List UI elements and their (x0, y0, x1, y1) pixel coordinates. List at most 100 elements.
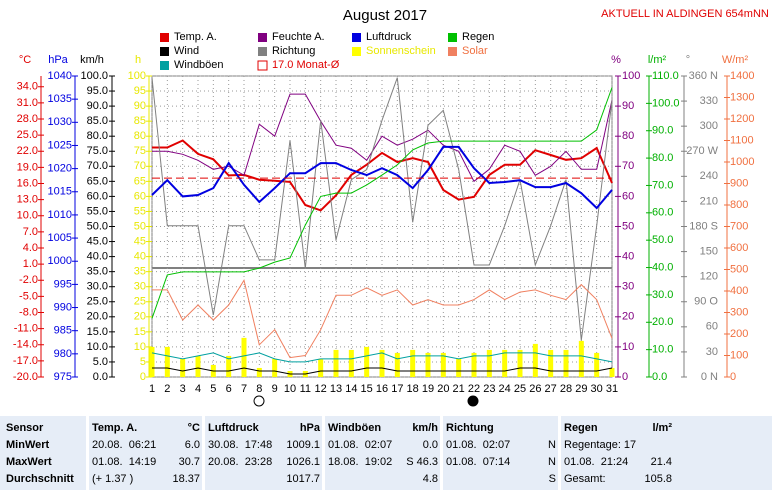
y-tick-label: 60 (134, 190, 146, 202)
cell-text: 6.0 (184, 439, 200, 451)
x-tick-label: 8 (256, 383, 262, 395)
cell-text: 01.08. 14:19 (92, 456, 157, 468)
sunshine-bar (149, 346, 155, 377)
y-tick-label: 60.0 (652, 207, 673, 219)
x-tick-label: 29 (575, 383, 587, 395)
y-tick-label: 1015 (48, 186, 72, 198)
y-tick-label: 1005 (48, 232, 72, 244)
series-line (151, 77, 613, 341)
legend-label: Solar (462, 45, 488, 57)
y-tick-label: 900 (730, 177, 748, 189)
cell-text: 30.7 (178, 456, 200, 468)
y-tick-label: 990 (54, 301, 72, 313)
y-tick-label: 65 (134, 175, 146, 187)
legend-label: Richtung (272, 45, 315, 57)
y-tick-label: 0 N (701, 371, 718, 383)
x-tick-label: 11 (300, 383, 311, 395)
y-tick-label: 45 (134, 235, 146, 247)
series-line (152, 367, 613, 375)
y-tick-label: 100 (730, 349, 748, 361)
legend-swatch (160, 33, 169, 42)
y-tick-label: 10.0 (87, 341, 108, 353)
y-tick-label: 20 (622, 311, 634, 323)
y-tick-label: 0.0 (93, 371, 108, 383)
y-tick-label: 100.0 (80, 70, 108, 82)
legend-label: Temp. A. (174, 31, 217, 43)
x-tick-label: 28 (560, 383, 572, 395)
y-tick-label: 60 (706, 321, 718, 333)
sunshine-bar (164, 346, 170, 377)
y-tick-label: 700 (730, 220, 748, 232)
y-tick-label: 1300 (730, 91, 754, 103)
y-tick-label: 25.0 (17, 129, 38, 141)
y-tick-label: 80 (622, 130, 634, 142)
y-tick-label: 30 (622, 281, 634, 293)
legend-swatch (448, 47, 457, 56)
y-tick-label: 4.0 (23, 242, 38, 254)
y-tick-label: 980 (54, 348, 72, 360)
sunshine-bar (471, 352, 477, 377)
x-tick-label: 30 (591, 383, 603, 395)
y-tick-label: 95 (134, 85, 146, 97)
cell-text: 4.8 (422, 473, 438, 485)
x-tick-label: 4 (195, 383, 201, 395)
legend-swatch (257, 60, 268, 71)
cell-text: 1009.1 (286, 439, 320, 451)
cell-text: 21.4 (650, 456, 672, 468)
x-tick-label: 13 (330, 383, 342, 395)
y-tick-label: 28.0 (17, 113, 38, 125)
y-tick-label: 360 N (689, 70, 718, 82)
y-tick-label: 60.0 (87, 190, 108, 202)
sunshine-bar (272, 358, 278, 377)
y-tick-label: 40 (622, 251, 634, 263)
y-tick-label: -11.0 (14, 323, 38, 335)
y-tick-label: 80 (134, 130, 146, 142)
cell-text: 105.8 (644, 473, 672, 485)
y-tick-label: 50 (134, 220, 146, 232)
y-tick-label: 75 (134, 145, 146, 157)
y-tick-label: 600 (730, 242, 748, 254)
x-tick-label: 1 (149, 383, 155, 395)
sunshine-bar (594, 352, 600, 377)
column-separator (558, 416, 561, 490)
table-cell: 1017.7 (206, 472, 322, 487)
cell-text: 20.08. 06:21 (92, 439, 157, 451)
y-tick-label: -5.0 (19, 290, 38, 302)
y-tick-label: 1010 (48, 209, 72, 221)
y-tick-label: 210 (700, 195, 718, 207)
table-cell: 01.08. 21:24 21.4 (562, 455, 674, 470)
y-tick-label: 90 (622, 100, 634, 112)
axis-title: °C (19, 54, 31, 66)
y-tick-label: 120 (700, 271, 718, 283)
x-tick-label: 27 (545, 383, 557, 395)
legend-swatch (258, 33, 267, 42)
y-tick-label: 180 S (689, 220, 718, 232)
table-cell: 4.8 (326, 472, 440, 487)
x-tick-label: 24 (499, 383, 511, 395)
table-cell: Temp. A. °C (90, 421, 202, 436)
sunshine-bar (425, 352, 431, 377)
axis-title: W/m² (722, 54, 749, 66)
legend-label: Feuchte A. (272, 31, 325, 43)
sunshine-bar (318, 358, 324, 377)
chart: August 2017 AKTUELL IN ALDINGEN 654mNN °… (12, 6, 769, 407)
y-tick-label: 65.0 (87, 175, 108, 187)
y-tick-label: 240 (700, 170, 718, 182)
column-separator (440, 416, 443, 490)
y-tick-label: 25 (134, 296, 146, 308)
legend-label: Luftdruck (366, 31, 412, 43)
y-tick-label: 19.0 (17, 161, 38, 173)
y-tick-label: 55 (134, 205, 146, 217)
cell-text: 01.08. 02:07 (446, 439, 511, 451)
sunshine-bar (410, 349, 416, 377)
y-tick-label: 1.0 (23, 258, 38, 270)
y-tick-label: 270 W (686, 145, 718, 157)
y-tick-label: 5 (140, 356, 146, 368)
y-tick-label: 90.0 (652, 125, 673, 137)
series-line (151, 145, 613, 210)
y-tick-label: -2.0 (19, 274, 38, 286)
y-tick-label: 7.0 (23, 226, 38, 238)
y-tick-label: 70 (134, 160, 146, 172)
x-tick-label: 2 (164, 383, 170, 395)
